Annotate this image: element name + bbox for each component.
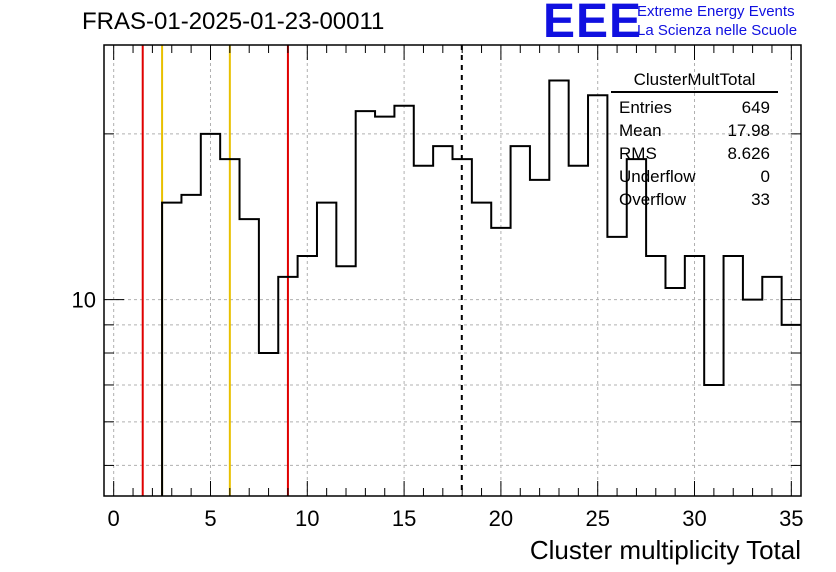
axis-labels: 0 5 10 15 20 25 30 35 10 Cluster multiplicity Tot… (72, 288, 804, 565)
eee-logo: EEE (543, 0, 643, 48)
logo-line-2: La Scienza nelle Scuole (637, 22, 798, 39)
stats-value: 649 (741, 98, 770, 117)
histogram-series (161, 79, 801, 496)
stats-label: Overflow (619, 190, 687, 209)
plot-frame (103, 44, 802, 497)
x-tick-label: 0 (108, 506, 120, 531)
stats-label: Mean (619, 121, 662, 140)
x-tick-label: 30 (682, 506, 706, 531)
stats-value: 8.626 (727, 144, 770, 163)
x-tick-label: 25 (585, 506, 609, 531)
stats-box: ClusterMultTotal Entries 649 Mean 17.98 … (611, 70, 778, 211)
stats-row-overflow: Overflow 33 (611, 188, 778, 211)
x-tick-label: 35 (779, 506, 803, 531)
x-tick-label: 10 (295, 506, 319, 531)
stats-value: 33 (751, 190, 770, 209)
stats-value: 17.98 (727, 121, 770, 140)
x-tick-label: 20 (489, 506, 513, 531)
stats-row-mean: Mean 17.98 (611, 119, 778, 142)
stats-row-rms: RMS 8.626 (611, 142, 778, 165)
x-axis-label: Cluster multiplicity Total (530, 535, 801, 565)
logo-line-1: Extreme Energy Events (637, 3, 795, 20)
stats-label: Entries (619, 98, 672, 117)
stats-label: RMS (619, 144, 657, 163)
y-tick-label: 10 (72, 288, 96, 313)
x-tick-label: 5 (204, 506, 216, 531)
stats-row-entries: Entries 649 (611, 96, 778, 119)
stats-label: Underflow (619, 167, 696, 186)
stats-title: ClusterMultTotal (611, 70, 778, 93)
histogram-line (161, 79, 801, 496)
axis-ticks (104, 45, 801, 496)
x-tick-label: 15 (392, 506, 416, 531)
stats-row-underflow: Underflow 0 (611, 165, 778, 188)
chart-title: FRAS-01-2025-01-23-00011 (82, 8, 385, 35)
stats-value: 0 (760, 167, 770, 186)
